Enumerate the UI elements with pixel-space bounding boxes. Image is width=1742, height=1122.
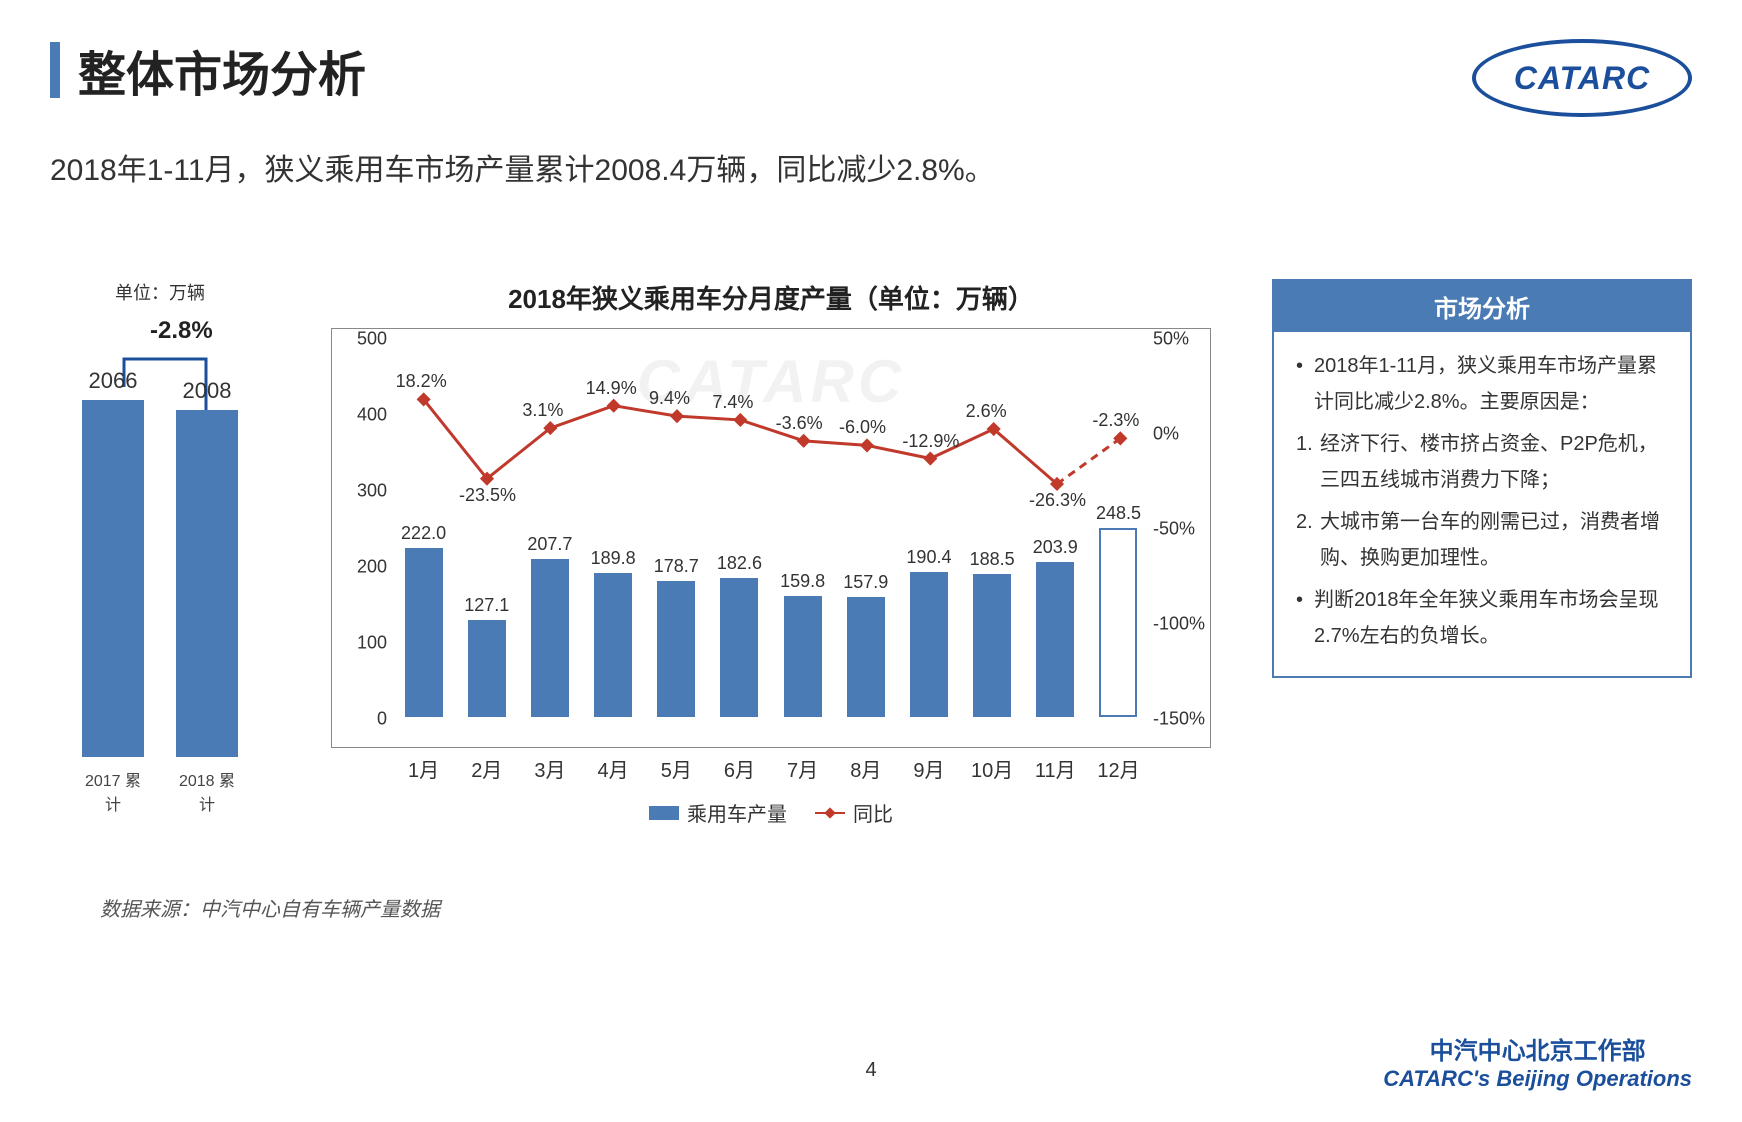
legend-bar: 乘用车产量	[649, 798, 787, 827]
x-axis-labels: 1月2月3月4月5月6月7月8月9月10月11月12月	[392, 754, 1150, 783]
content-row: 单位：万辆 -2.8% 2066 2008 2017 累计 2018 累计 2018…	[50, 279, 1692, 827]
y-right-tick: 50%	[1153, 329, 1208, 350]
line-layer	[392, 339, 1152, 719]
line-value-label: -6.0%	[839, 417, 886, 438]
y-left-tick: 100	[337, 633, 387, 654]
x-tick-label: 2月	[455, 754, 518, 783]
mini-bar: 2066	[78, 368, 148, 757]
x-tick-label: 10月	[961, 754, 1024, 783]
mini-bar-rect	[82, 400, 144, 757]
mini-bar: 2008	[172, 378, 242, 757]
x-tick-label: 12月	[1087, 754, 1150, 783]
x-tick-label: 7月	[771, 754, 834, 783]
line-value-label: 7.4%	[712, 392, 753, 413]
mini-chart-delta: -2.8%	[150, 317, 213, 345]
mini-bar-xlabel: 2018 累计	[172, 767, 242, 815]
line-value-label: 14.9%	[586, 378, 637, 399]
line-value-label: 2.6%	[966, 401, 1007, 422]
legend-bar-swatch	[649, 806, 679, 820]
y-right-tick: -100%	[1153, 614, 1208, 635]
analysis-item: 2.大城市第一台车的刚需已过，消费者增购、换购更加理性。	[1292, 504, 1672, 576]
line-value-label: -23.5%	[459, 485, 516, 506]
subtitle: 2018年1-11月，狭义乘用车市场产量累计2008.4万辆，同比减少2.8%。	[50, 145, 1692, 189]
analysis-item: 2018年1-11月，狭义乘用车市场产量累计同比减少2.8%。主要原因是：	[1292, 348, 1672, 420]
footer-org-en: CATARC's Beijing Operations	[1383, 1066, 1692, 1092]
main-chart: 2018年狭义乘用车分月度产量（单位：万辆） CATARC 0100200300…	[300, 279, 1242, 827]
x-tick-label: 5月	[645, 754, 708, 783]
x-tick-label: 11月	[1024, 754, 1087, 783]
mini-chart-unit: 单位：万辆	[50, 279, 270, 305]
x-tick-label: 8月	[834, 754, 897, 783]
line-value-label: -3.6%	[776, 413, 823, 434]
header: 整体市场分析 CATARC	[50, 35, 1692, 117]
x-tick-label: 4月	[582, 754, 645, 783]
y-right-tick: -50%	[1153, 519, 1208, 540]
y-left-tick: 0	[337, 709, 387, 730]
mini-bar-value: 2008	[183, 378, 232, 404]
x-tick-label: 9月	[897, 754, 960, 783]
page-number: 4	[865, 1059, 876, 1082]
main-chart-title: 2018年狭义乘用车分月度产量（单位：万辆）	[300, 279, 1242, 316]
legend-line-swatch	[815, 812, 845, 814]
mini-bar-value: 2066	[89, 368, 138, 394]
x-tick-label: 1月	[392, 754, 455, 783]
plot-inner: 010020030040050050%0%-50%-100%-150%222.0…	[392, 339, 1150, 717]
y-left-tick: 400	[337, 405, 387, 426]
mini-bar-xlabel: 2017 累计	[78, 767, 148, 815]
line-value-label: -26.3%	[1029, 490, 1086, 511]
line-value-label: 18.2%	[396, 371, 447, 392]
slide: 整体市场分析 CATARC 2018年1-11月，狭义乘用车市场产量累计2008…	[0, 0, 1742, 1122]
y-left-tick: 200	[337, 557, 387, 578]
line-value-label: -12.9%	[902, 431, 959, 452]
x-tick-label: 3月	[518, 754, 581, 783]
legend-bar-label: 乘用车产量	[687, 798, 787, 827]
legend: 乘用车产量 同比	[300, 798, 1242, 827]
footer-org: 中汽中心北京工作部 CATARC's Beijing Operations	[1383, 1031, 1692, 1092]
line-value-label: 9.4%	[649, 388, 690, 409]
analysis-item: 1.经济下行、楼市挤占资金、P2P危机，三四五线城市消费力下降；	[1292, 426, 1672, 498]
analysis-box: 市场分析 2018年1-11月，狭义乘用车市场产量累计同比减少2.8%。主要原因…	[1272, 279, 1692, 678]
title-accent-bar	[50, 42, 60, 98]
x-tick-label: 6月	[708, 754, 771, 783]
title-wrap: 整体市场分析	[50, 35, 366, 105]
page-title: 整体市场分析	[78, 35, 366, 105]
main-chart-plot: CATARC 010020030040050050%0%-50%-100%-15…	[331, 328, 1211, 748]
analysis-body: 2018年1-11月，狭义乘用车市场产量累计同比减少2.8%。主要原因是：1.经…	[1274, 332, 1690, 676]
y-right-tick: -150%	[1153, 709, 1208, 730]
legend-line-label: 同比	[853, 798, 893, 827]
footer-org-cn: 中汽中心北京工作部	[1383, 1031, 1692, 1066]
logo-text: CATARC	[1472, 39, 1692, 117]
y-left-tick: 500	[337, 329, 387, 350]
line-value-label: -2.3%	[1092, 410, 1139, 431]
analysis-header: 市场分析	[1274, 281, 1690, 332]
mini-chart-plot: -2.8% 2066 2008	[60, 317, 260, 757]
legend-line: 同比	[815, 798, 893, 827]
source-note: 数据来源：中汽中心自有车辆产量数据	[100, 893, 440, 922]
mini-chart: 单位：万辆 -2.8% 2066 2008 2017 累计 2018 累计	[50, 279, 270, 815]
line-value-label: 3.1%	[522, 400, 563, 421]
y-left-tick: 300	[337, 481, 387, 502]
logo: CATARC	[1472, 39, 1692, 117]
analysis-item: 判断2018年全年狭义乘用车市场会呈现2.7%左右的负增长。	[1292, 582, 1672, 654]
mini-bar-rect	[176, 410, 238, 757]
y-right-tick: 0%	[1153, 424, 1208, 445]
